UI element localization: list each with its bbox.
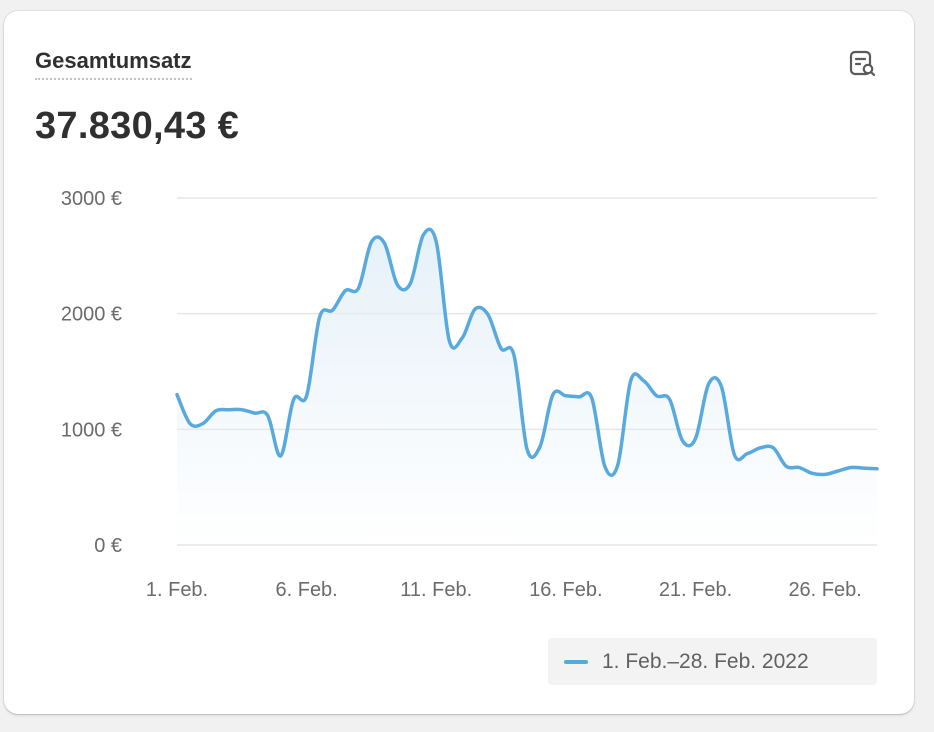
x-tick-label: 16. Feb.	[529, 579, 602, 601]
y-tick-label: 3000 €	[61, 188, 122, 210]
x-tick-label: 1. Feb.	[146, 579, 208, 601]
card-title[interactable]: Gesamtumsatz	[35, 48, 192, 80]
legend-line-swatch	[564, 659, 588, 664]
chart-legend[interactable]: 1. Feb.–28. Feb. 2022	[548, 638, 877, 685]
sales-card: Gesamtumsatz 37.830,43 € 0 € 1000 € 2000 €…	[4, 11, 914, 714]
series-area	[177, 229, 877, 545]
total-sales-value: 37.830,43 €	[35, 105, 240, 147]
explore-report-button[interactable]	[846, 47, 878, 79]
y-tick-label: 2000 €	[61, 304, 122, 326]
x-tick-label: 11. Feb.	[400, 579, 472, 601]
report-search-icon	[849, 50, 876, 77]
sales-line-chart: 0 € 1000 € 2000 € 3000 € 1. Feb. 6. Feb. 11. …	[61, 188, 879, 601]
y-tick-label: 0 €	[94, 535, 122, 557]
x-tick-label: 6. Feb.	[275, 579, 337, 601]
y-tick-label: 1000 €	[61, 419, 122, 441]
series-line[interactable]	[175, 227, 879, 478]
x-tick-label: 21. Feb.	[659, 579, 732, 601]
legend-label: 1. Feb.–28. Feb. 2022	[602, 649, 809, 673]
x-tick-label: 26. Feb.	[788, 579, 861, 601]
